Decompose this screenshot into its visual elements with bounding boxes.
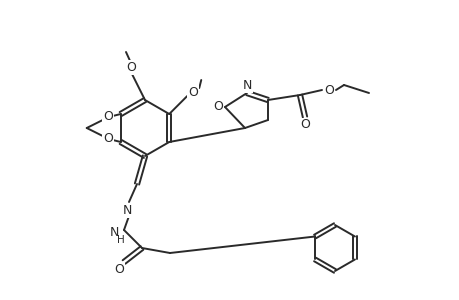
Text: O: O [114,263,123,277]
Text: O: O [188,85,198,98]
Text: O: O [213,100,223,113]
Text: N: N [122,203,131,217]
Text: O: O [103,110,112,124]
Text: N: N [242,79,251,92]
Text: O: O [323,83,333,97]
Text: O: O [126,61,136,74]
Text: N: N [109,226,118,239]
Text: O: O [103,133,112,146]
Text: O: O [299,118,309,131]
Text: H: H [117,235,124,245]
